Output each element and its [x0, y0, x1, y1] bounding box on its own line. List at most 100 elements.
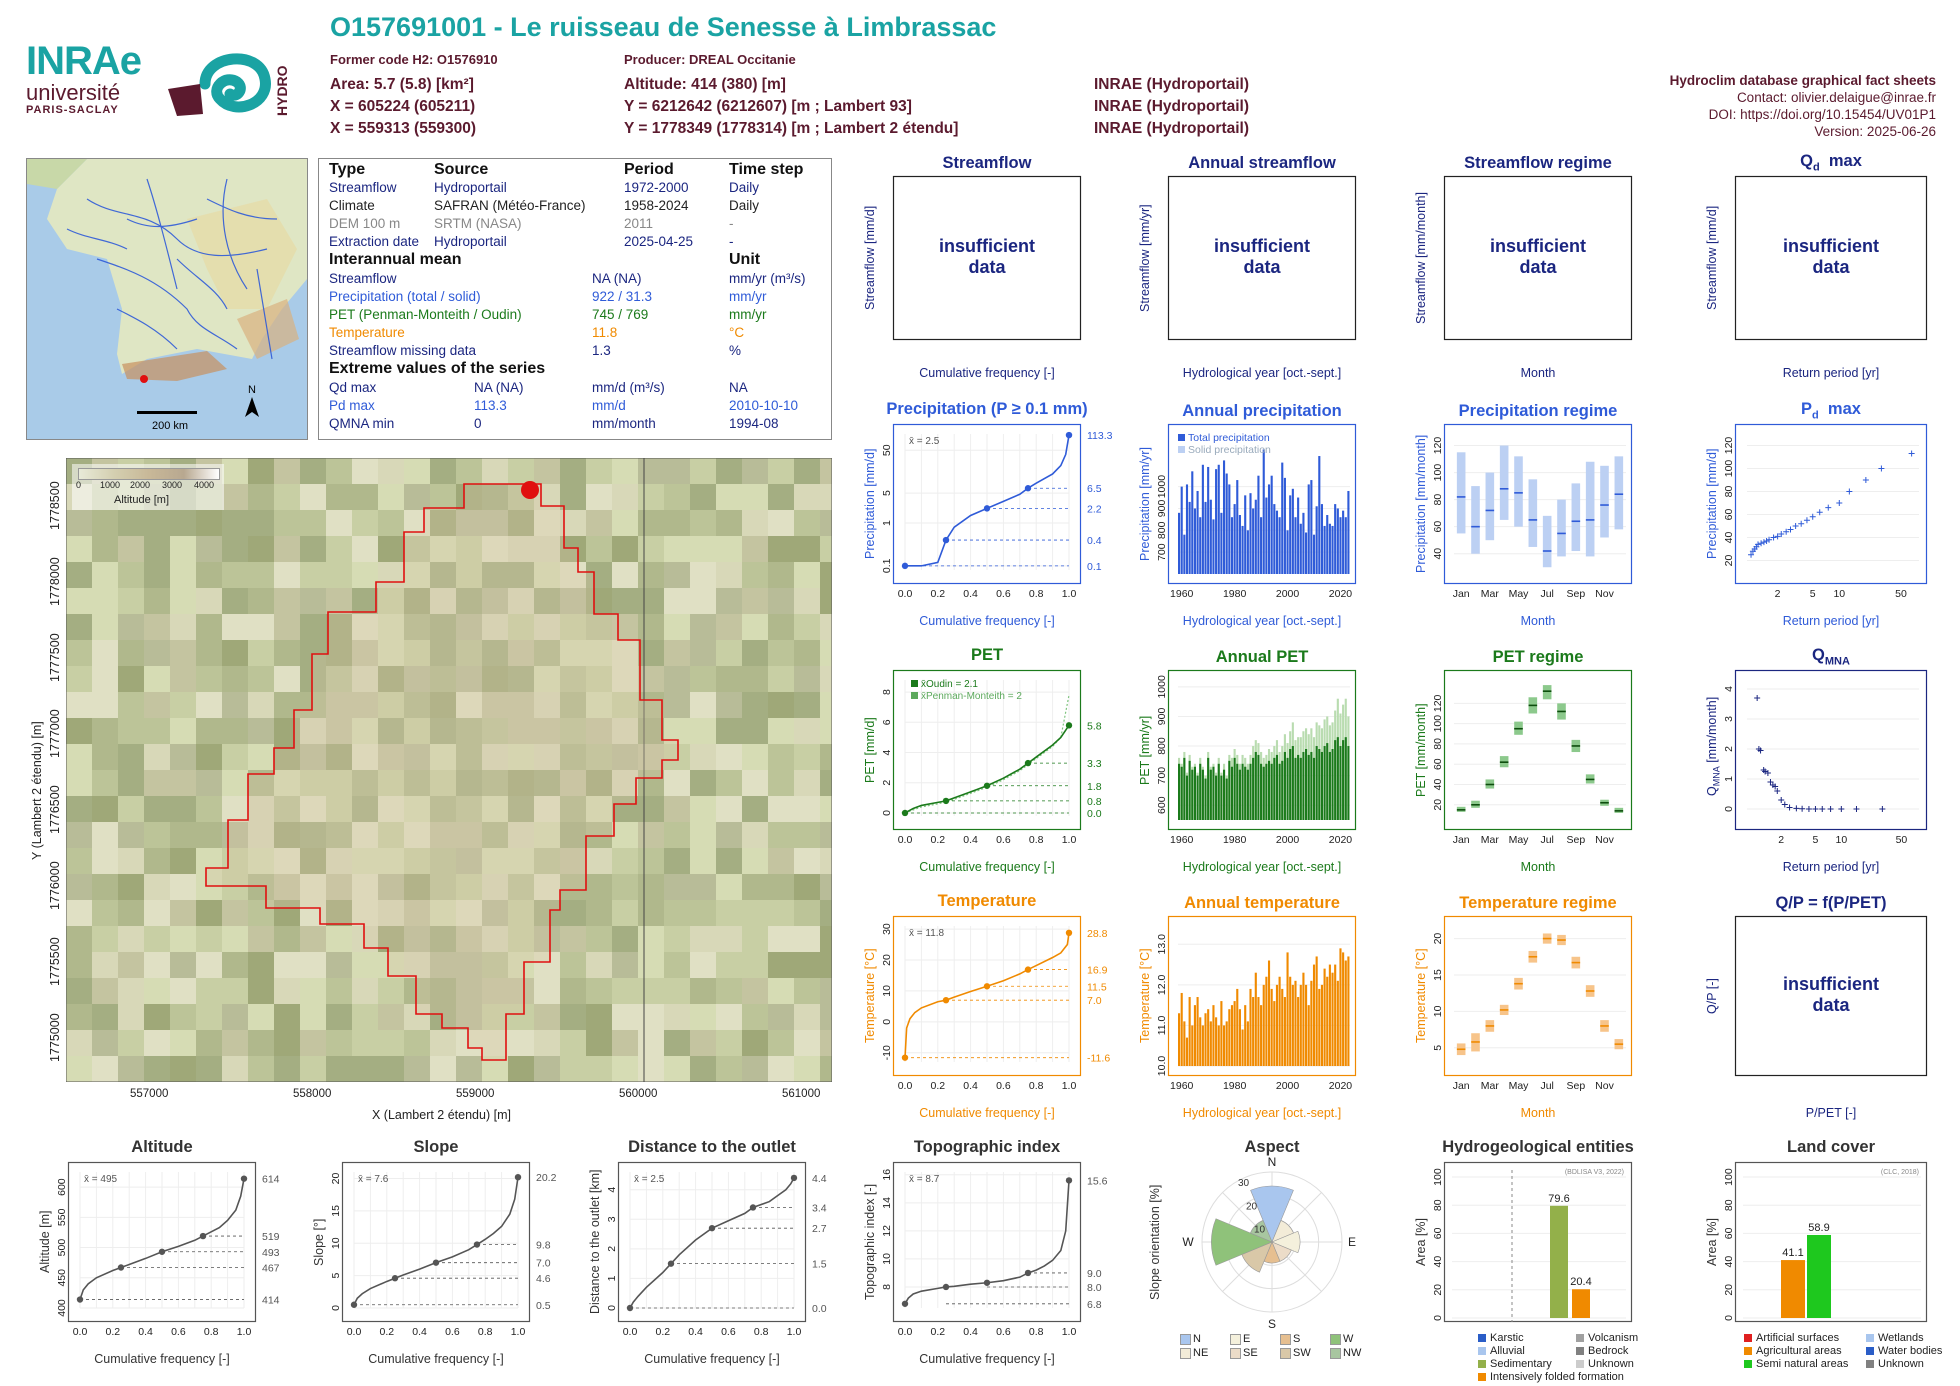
annual_pet-bar	[1180, 766, 1183, 820]
aspect-sector-W	[1211, 1218, 1273, 1266]
pet_regime-x-tick: May	[1509, 834, 1530, 846]
legend-solid: Solid precipitation	[1188, 444, 1271, 456]
slope-right-tick: 7.0	[536, 1258, 551, 1270]
temperature-x-tick: 0.2	[930, 1080, 945, 1092]
annual_precip-y-tick: 1000	[1156, 475, 1168, 499]
distance-title: Distance to the outlet	[628, 1138, 796, 1156]
annual_precip-bar	[1291, 488, 1294, 574]
topo_index-x-tick: 1.0	[1062, 1326, 1077, 1338]
annual_temperature-bar	[1252, 997, 1255, 1066]
altitude-y-tick: 550	[56, 1208, 68, 1226]
temperature_regime-x-tick: Jul	[1540, 1080, 1553, 1092]
precip-series	[905, 434, 1070, 567]
hydro-legend-item: Unknown	[1588, 1358, 1634, 1370]
topo_index-right-tick: 15.6	[1087, 1175, 1108, 1187]
pet-x-tick: 0.2	[930, 834, 945, 846]
topo_index-y-tick: 14	[881, 1197, 893, 1209]
ring-label: 30	[1238, 1178, 1250, 1189]
dem-y-tick-3: 1776500	[48, 785, 62, 834]
qmna-point	[1764, 770, 1771, 776]
precip-y-tick: 5	[881, 490, 893, 496]
dem-legend-tick-4: 4000	[194, 480, 215, 490]
hydro-legend-swatch	[1478, 1373, 1486, 1381]
hydro-legend-item: Volcanism	[1588, 1332, 1639, 1344]
mean-unit-0: mm/yr (m³/s)	[729, 271, 806, 286]
temperature-point	[942, 996, 950, 1004]
former-code: Former code H2: O1576910	[330, 52, 498, 67]
altitude-y-tick: 500	[56, 1239, 68, 1257]
precip_regime-box	[1585, 461, 1595, 557]
precip_regime-y-tick: 80	[1432, 494, 1444, 506]
altitude-x-tick: 0.8	[204, 1326, 219, 1338]
pd_max-point	[1774, 533, 1781, 540]
unit-title: Unit	[729, 251, 761, 268]
pet-right-tick: 5.8	[1087, 720, 1102, 732]
hydrogeology-plot: 0 20 40 60 80 100 (BDLISA V3, 2022) 79.6 20.4	[1432, 1161, 1633, 1323]
pd_max-title: Pd max	[1801, 400, 1861, 422]
annual_precip-x-tick: 1980	[1223, 588, 1247, 600]
annual_precip-y-tick: 700	[1156, 543, 1168, 561]
mean-value-1: 922 / 31.3	[592, 289, 653, 304]
annual_temperature-bar	[1323, 968, 1326, 1066]
annual_pet-bar	[1305, 749, 1308, 820]
distance-x-tick: 0.4	[688, 1326, 703, 1338]
land_cover-bar-label: 41.1	[1782, 1247, 1803, 1259]
temperature-x-tick: 1.0	[1062, 1080, 1077, 1092]
annual_temperature-bar	[1307, 1005, 1310, 1066]
altitude-plot: 0.0 0.2 0.4 0.6 0.8 1.0 400 450 500 550 600 614 519 4…	[56, 1161, 280, 1338]
precip-point	[983, 505, 991, 512]
annual_precip-bar	[1318, 456, 1321, 574]
mean-unit-3: °C	[729, 325, 745, 340]
annual_temperature-bar	[1244, 1005, 1247, 1066]
precip-point	[1024, 485, 1032, 492]
distance-y-tick: 0	[606, 1305, 618, 1311]
temperature_regime-x-tick: Mar	[1481, 1080, 1500, 1092]
annual_temperature-bar	[1315, 956, 1318, 1066]
annual_pet-bar	[1204, 778, 1207, 820]
precip-ylabel: Precipitation [mm/d]	[863, 448, 877, 560]
annual_pet-bar	[1336, 737, 1339, 820]
extreme-value-0: NA (NA)	[474, 380, 524, 395]
annual_precip-x-tick: 2020	[1329, 588, 1353, 600]
annual_pet-x-tick: 2000	[1276, 834, 1300, 846]
qd_max-title: Qd max	[1800, 152, 1862, 174]
land_cover-y-tick: 40	[1723, 1256, 1735, 1268]
annual_pet-bar	[1257, 754, 1260, 820]
dem-legend-tick-2: 2000	[130, 480, 151, 490]
land-legend-item: Unknown	[1878, 1358, 1924, 1370]
precip-x-tick: 0.6	[996, 588, 1011, 600]
pd_max-point	[1783, 528, 1790, 535]
info-step-2: -	[729, 216, 734, 231]
topo_index-y-tick: 12	[881, 1225, 893, 1237]
annual_temperature-bar	[1299, 984, 1302, 1066]
slope-y-tick: 10	[330, 1237, 342, 1249]
dem-x-tick-1: 558000	[293, 1088, 332, 1100]
dem-x-tick-4: 561000	[782, 1088, 821, 1100]
slope-mean: x̄ = 7.6	[358, 1174, 389, 1185]
topo_index-xlabel: Cumulative frequency [-]	[919, 1352, 1055, 1366]
land-legend-swatch	[1744, 1360, 1752, 1368]
temperature_regime-x-tick: Jan	[1453, 1080, 1470, 1092]
station-marker	[140, 375, 148, 383]
slope-right-tick: 9.8	[536, 1240, 551, 1252]
pet_regime-ylabel: PET [mm/month]	[1414, 703, 1428, 797]
annual_precip-bar	[1183, 534, 1186, 574]
annual_streamflow-plot	[1167, 175, 1357, 341]
annual_precip-bar	[1265, 497, 1268, 574]
annual_pet-bar	[1318, 749, 1321, 820]
annual_pet-bar	[1312, 757, 1316, 820]
precip-x-tick: 1.0	[1062, 588, 1077, 600]
annual_temperature-bar	[1342, 952, 1345, 1066]
distance-x-tick: 0.6	[721, 1326, 736, 1338]
altitude-y-tick: 400	[56, 1299, 68, 1317]
pet-x-tick: 1.0	[1062, 834, 1077, 846]
annual_temperature-bar	[1336, 980, 1339, 1066]
qmna-point	[1812, 806, 1819, 812]
annual_pet-bar	[1222, 769, 1226, 820]
compass-W: W	[1182, 1235, 1194, 1249]
precip_regime-box	[1456, 452, 1466, 534]
topo_index-x-tick: 0.2	[930, 1326, 945, 1338]
land-legend-swatch	[1744, 1347, 1752, 1355]
pd_max-x-tick: 5	[1810, 588, 1816, 600]
annual_precip-bar	[1215, 469, 1218, 574]
